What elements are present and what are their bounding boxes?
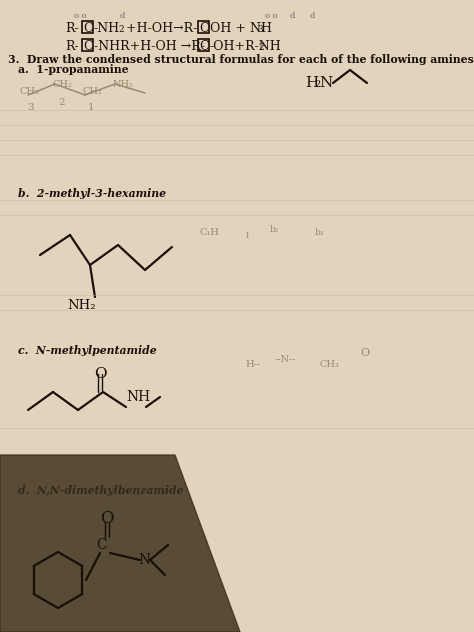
Text: 3: 3 (257, 25, 263, 34)
Text: d: d (290, 12, 295, 20)
Text: --N--: --N-- (275, 355, 297, 364)
Text: CH₂: CH₂ (83, 87, 103, 96)
Text: C: C (83, 40, 92, 53)
Text: -OH+R-NH: -OH+R-NH (210, 40, 282, 53)
Bar (82, 39, 93, 51)
Text: C: C (199, 22, 209, 35)
Text: 1: 1 (245, 232, 250, 240)
Text: NH: NH (126, 390, 150, 404)
Text: R-: R- (65, 22, 79, 35)
Text: NH₂: NH₂ (68, 299, 96, 312)
Text: b₃: b₃ (315, 228, 324, 237)
Text: C: C (83, 22, 92, 35)
Text: 2: 2 (58, 98, 64, 107)
Text: C₁H: C₁H (200, 228, 220, 237)
Text: H--: H-- (245, 360, 260, 369)
Text: 1: 1 (88, 103, 95, 112)
Text: d.  N,N-dimethylbenzamide: d. N,N-dimethylbenzamide (18, 485, 183, 496)
Bar (198, 39, 209, 51)
Text: C: C (199, 40, 209, 53)
Text: O: O (100, 510, 114, 527)
Polygon shape (0, 455, 240, 632)
Text: OH + NH: OH + NH (210, 22, 272, 35)
Text: -NHR+H-OH →R-: -NHR+H-OH →R- (94, 40, 205, 53)
Text: b₂: b₂ (270, 225, 279, 234)
Text: c.  N-methylpentamide: c. N-methylpentamide (18, 345, 156, 356)
Text: +H-OH→R-: +H-OH→R- (122, 22, 197, 35)
Text: 2: 2 (258, 43, 264, 52)
Text: 3: 3 (27, 103, 34, 112)
Text: NH₂: NH₂ (113, 80, 134, 89)
Bar (82, 21, 93, 33)
Text: 3.  Draw the condensed structural formulas for each of the following amines and: 3. Draw the condensed structural formula… (8, 54, 474, 65)
Text: o o: o o (265, 12, 278, 20)
Text: d: d (310, 12, 315, 20)
Text: N: N (319, 76, 332, 90)
Text: CH₂: CH₂ (53, 80, 73, 89)
Bar (198, 21, 209, 33)
Text: CH₃: CH₃ (320, 360, 340, 369)
Text: N: N (138, 553, 150, 567)
Text: b.  2-methyl-3-hexamine: b. 2-methyl-3-hexamine (18, 188, 166, 199)
Text: O: O (360, 348, 369, 358)
Text: 2: 2 (314, 80, 320, 89)
Text: C: C (97, 538, 107, 552)
Text: a.  1-propanamine: a. 1-propanamine (18, 64, 128, 75)
Text: o o: o o (74, 12, 87, 20)
Text: 2: 2 (118, 25, 124, 34)
Text: -NH: -NH (94, 22, 120, 35)
Text: d: d (120, 12, 126, 20)
Text: O: O (94, 367, 106, 381)
Text: H: H (305, 76, 318, 90)
Text: R-: R- (65, 40, 79, 53)
Text: CH₃: CH₃ (20, 87, 40, 96)
